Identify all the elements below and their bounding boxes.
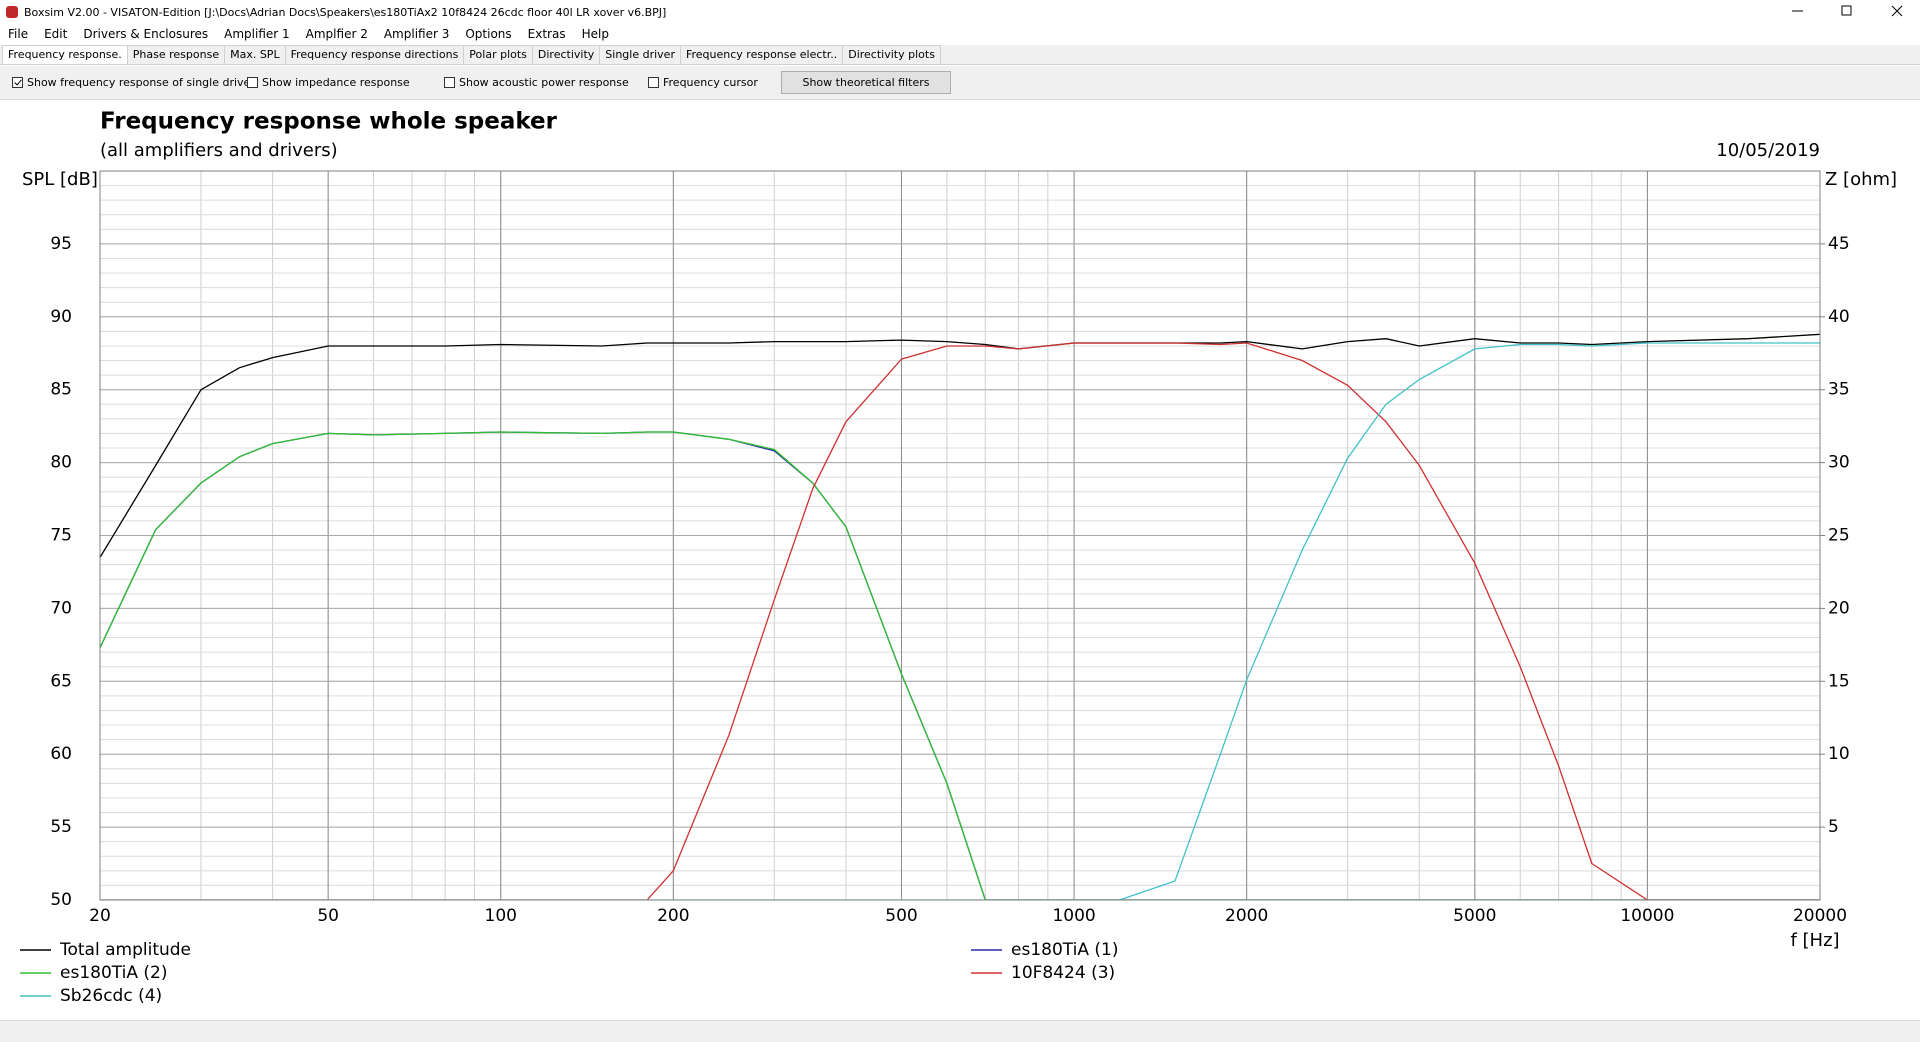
chart-subtitle: (all amplifiers and drivers) (100, 140, 338, 161)
y2-tick-label: 15 (1828, 671, 1850, 691)
x-axis-label: f [Hz] (1790, 930, 1839, 951)
series-line (100, 342, 1820, 900)
tab[interactable]: Phase response (126, 45, 226, 64)
checkbox[interactable] (648, 77, 659, 88)
menu-bar: File Edit Drivers & Enclosures Amplifier 1 A… (0, 24, 1920, 44)
legend-label: Total amplitude (59, 940, 191, 960)
y-tick-label: 60 (50, 744, 72, 764)
y2-tick-label: 30 (1828, 453, 1850, 473)
menu-item[interactable]: Amplfier 2 (305, 27, 368, 41)
checkbox-option[interactable]: Frequency cursor (648, 76, 758, 89)
x-tick-label: 20000 (1793, 906, 1847, 926)
y2-tick-label: 25 (1828, 526, 1850, 546)
window-controls[interactable] (1780, 0, 1920, 24)
window-title: Boxsim V2.00 - VISATON-Edition [J:\Docs\… (24, 5, 667, 19)
x-tick-label: 200 (657, 906, 689, 926)
y-tick-label: 75 (50, 526, 72, 546)
y2-tick-label: 20 (1828, 598, 1850, 618)
checkbox-option[interactable]: Show impedance response (247, 76, 410, 89)
y-tick-label: 90 (50, 307, 72, 327)
y2-tick-label: 10 (1828, 744, 1850, 764)
y-tick-label: 85 (50, 380, 72, 400)
checkbox-label: Show impedance response (262, 76, 410, 89)
y-tick-label: 70 (50, 598, 72, 618)
y-tick-label: 95 (50, 234, 72, 254)
chart-title: Frequency response whole speaker (100, 109, 558, 135)
checkbox-label: Show frequency response of single driver (27, 76, 255, 89)
tab[interactable]: Directivity (531, 45, 601, 64)
title-bar: Boxsim V2.00 - VISATON-Edition [J:\Docs\… (0, 0, 1920, 24)
menu-item[interactable]: Edit (44, 27, 68, 41)
series-line (100, 333, 1820, 558)
y-tick-label: 65 (50, 671, 72, 691)
menu-item[interactable]: Help (581, 27, 609, 41)
tab[interactable]: Directivity plots (842, 45, 941, 64)
plot-lines (100, 333, 1820, 900)
restore-icon[interactable] (1841, 5, 1852, 16)
x-tick-label: 20 (89, 906, 111, 926)
legend: Total amplitude es180TiA (1) es180TiA (2) 1… (20, 940, 1118, 1006)
series-line (100, 342, 1820, 900)
checkbox[interactable] (247, 77, 258, 88)
y-tick-label: 80 (50, 453, 72, 473)
y-tick-label: 55 (50, 817, 72, 837)
menu-item[interactable]: Options (465, 27, 512, 41)
tab[interactable]: Frequency response. (2, 45, 128, 64)
button[interactable]: Show theoretical filters (781, 71, 951, 94)
checkbox-option[interactable]: Show frequency response of single driver (12, 76, 255, 89)
legend-label: es180TiA (1) (1011, 940, 1118, 960)
tab[interactable]: Frequency response electr.. (679, 45, 844, 64)
legend-label: Sb26cdc (4) (60, 986, 162, 1006)
tab[interactable]: Max. SPL (224, 45, 286, 64)
tab[interactable]: Single driver (599, 45, 681, 64)
toolbar: Show theoretical filters Show frequency … (0, 66, 1920, 100)
checkbox-label: Frequency cursor (663, 76, 758, 89)
menu-item[interactable]: Amplifier 3 (383, 27, 450, 41)
legend-label: 10F8424 (3) (1011, 963, 1115, 983)
tab[interactable]: Frequency response directions (284, 45, 465, 64)
x-tick-label: 10000 (1620, 906, 1674, 926)
chart-date: 10/05/2019 (1716, 140, 1820, 161)
x-tick-label: 5000 (1453, 906, 1496, 926)
x-tick-label: 1000 (1052, 906, 1095, 926)
close-icon[interactable] (1891, 5, 1903, 17)
y2-tick-label: 35 (1828, 380, 1850, 400)
checkbox[interactable] (12, 77, 23, 88)
series-line (100, 431, 1820, 900)
tab[interactable]: Polar plots (463, 45, 533, 64)
menu-item[interactable]: Drivers & Enclosures (83, 27, 209, 41)
checkbox-option[interactable]: Show acoustic power response (444, 76, 629, 89)
tab-bar: Frequency response. Phase response Max. SP… (0, 45, 1920, 65)
x-tick-label: 100 (485, 906, 517, 926)
app-icon (6, 6, 18, 18)
y2-tick-label: 5 (1828, 817, 1839, 837)
chart-background (0, 100, 1920, 1020)
x-tick-label: 500 (885, 906, 917, 926)
legend-label: es180TiA (2) (60, 963, 167, 983)
x-tick-label: 50 (317, 906, 339, 926)
checkbox-label: Show acoustic power response (459, 76, 629, 89)
y2-tick-label: 45 (1828, 234, 1850, 254)
checkbox[interactable] (444, 77, 455, 88)
menu-item[interactable]: File (8, 27, 29, 41)
y-axis-label: SPL [dB] (22, 169, 98, 190)
x-tick-label: 2000 (1225, 906, 1268, 926)
y2-tick-label: 40 (1828, 307, 1850, 327)
axis-labels: 20 50 100 200 500 1000 2000 5000 10000 20000 50 55 6… (50, 234, 1849, 926)
menu-item[interactable]: Extras (527, 27, 566, 41)
menu-item[interactable]: Amplifier 1 (224, 27, 290, 41)
y-tick-label: 50 (50, 890, 72, 910)
status-bar (0, 1020, 1920, 1042)
y2-axis-label: Z [ohm] (1825, 169, 1897, 190)
